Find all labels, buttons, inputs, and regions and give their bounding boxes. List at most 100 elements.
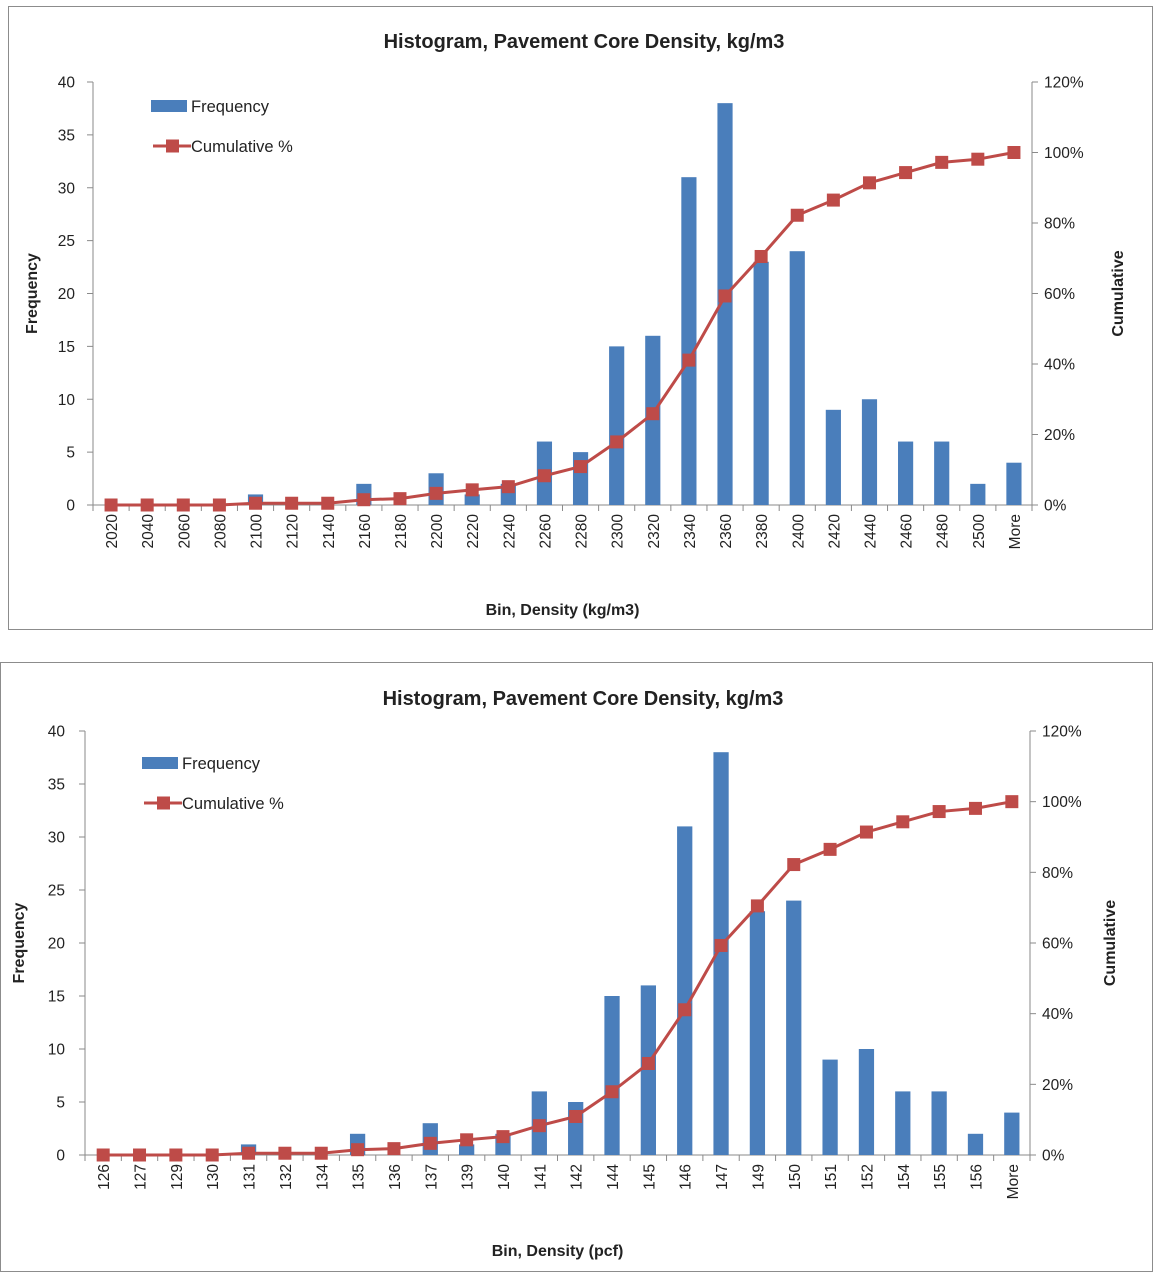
legend-cumulative-marker (157, 796, 170, 810)
cumulative-marker (859, 825, 873, 839)
cumulative-marker (787, 858, 801, 872)
frequency-bar (717, 103, 733, 506)
frequency-bar (822, 1059, 838, 1155)
x-tick-label: 2120 (285, 514, 302, 549)
y2-tick-label: 60% (1042, 936, 1073, 953)
y2-tick-label: 120% (1042, 724, 1082, 741)
cumulative-line (111, 151, 1015, 507)
x-tick-label: 2040 (140, 514, 157, 549)
x-tick-label: 2300 (610, 514, 627, 549)
cumulative-marker (605, 1085, 619, 1099)
x-tick-label: More (1007, 514, 1024, 549)
x-tick-label: 146 (678, 1164, 695, 1190)
y-tick-label: 30 (58, 180, 76, 197)
cumulative-marker (96, 1148, 110, 1162)
frequency-bar (681, 177, 697, 506)
cumulative-marker (790, 208, 804, 222)
frequency-bar (934, 441, 950, 505)
y2-tick-label: 120% (1044, 75, 1084, 92)
x-tick-label: 2500 (971, 514, 988, 549)
cumulative-marker (641, 1056, 655, 1070)
y2-tick-label: 80% (1042, 865, 1073, 882)
cumulative-marker (140, 498, 154, 512)
cumulative-marker (896, 815, 910, 829)
x-tick-label: 134 (314, 1164, 331, 1190)
cumulative-marker (176, 498, 190, 512)
cumulative-marker (823, 842, 837, 856)
frequency-bar (749, 911, 766, 1155)
x-tick-label: 2240 (501, 514, 518, 549)
x-tick-label: 151 (823, 1164, 840, 1190)
y-axis-title: Frequency (24, 253, 41, 334)
frequency-bar (464, 494, 480, 505)
y-tick-label: 20 (58, 286, 76, 303)
y-tick-label: 35 (48, 777, 65, 794)
cumulative-marker (423, 1136, 437, 1150)
chart-kgm3-svg: Histogram, Pavement Core Density, kg/m3 0… (24, 31, 1127, 619)
frequency-bar (861, 399, 878, 505)
frequency-bar (609, 346, 625, 505)
x-tick-label: 144 (605, 1164, 622, 1190)
x-tick-label: 2140 (321, 514, 338, 549)
x-axis-title: Bin, Density (pcf) (492, 1243, 624, 1260)
frequency-bar (604, 996, 620, 1155)
cumulative-marker (460, 1133, 474, 1147)
x-tick-label: 2460 (899, 514, 916, 549)
x-tick-label: 131 (242, 1164, 259, 1190)
y-tick-label: 15 (58, 339, 75, 356)
y-tick-label: 5 (56, 1095, 65, 1112)
y2-tick-label: 80% (1044, 216, 1075, 233)
x-tick-label: 147 (714, 1164, 731, 1190)
x-tick-label: 150 (787, 1164, 804, 1190)
frequency-bar (713, 752, 729, 1155)
frequency-bar (789, 251, 805, 505)
cumulative-marker (971, 152, 985, 166)
legend-frequency-swatch (151, 100, 187, 112)
x-tick-label: 2280 (574, 514, 591, 549)
cumulative-marker (646, 407, 660, 421)
cumulative-marker (932, 805, 946, 819)
x-tick-label: 2480 (935, 514, 952, 549)
y-tick-label: 0 (56, 1148, 65, 1165)
x-tick-label: 2260 (537, 514, 554, 549)
frequency-bar (858, 1049, 875, 1155)
cumulative-marker (496, 1130, 510, 1144)
cumulative-marker (393, 492, 407, 506)
x-tick-label: 2440 (862, 514, 879, 549)
cumulative-marker (465, 483, 479, 497)
y2-axis-title: Cumulative (1102, 900, 1119, 986)
frequency-bar (568, 1102, 584, 1155)
cumulative-marker (899, 166, 913, 180)
cumulative-marker (205, 1148, 219, 1162)
cumulative-marker (169, 1148, 183, 1162)
cumulative-marker (1005, 795, 1019, 809)
frequency-bar (895, 1091, 911, 1155)
cumulative-marker (357, 493, 371, 507)
x-tick-label: 137 (423, 1164, 440, 1190)
x-tick-label: 145 (641, 1164, 658, 1190)
x-tick-label: 2200 (429, 514, 446, 549)
cumulative-marker (321, 496, 335, 510)
chart-title: Histogram, Pavement Core Density, kg/m3 (383, 688, 784, 710)
y2-tick-label: 100% (1044, 145, 1084, 162)
cumulative-marker (718, 289, 732, 303)
y2-axis-title: Cumulative (1110, 250, 1127, 336)
chart-title: Histogram, Pavement Core Density, kg/m3 (384, 31, 785, 53)
cumulative-marker (351, 1143, 365, 1157)
cumulative-marker (429, 486, 443, 500)
cumulative-marker (574, 460, 588, 474)
x-tick-label: 152 (859, 1164, 876, 1190)
frequency-bar (786, 900, 802, 1155)
x-tick-label: 2320 (646, 514, 663, 549)
y-tick-label: 5 (66, 445, 75, 462)
y2-tick-label: 20% (1042, 1077, 1073, 1094)
cumulative-marker (1007, 146, 1021, 159)
cumulative-marker (569, 1109, 583, 1123)
y2-tick-label: 40% (1042, 1006, 1073, 1023)
frequency-bar (459, 1144, 475, 1155)
frequency-bar (825, 409, 841, 505)
cumulative-marker (754, 249, 768, 263)
legend-cumulative-label: Cumulative % (191, 138, 293, 156)
cumulative-marker (242, 1146, 256, 1160)
x-tick-label: 2060 (176, 514, 193, 549)
